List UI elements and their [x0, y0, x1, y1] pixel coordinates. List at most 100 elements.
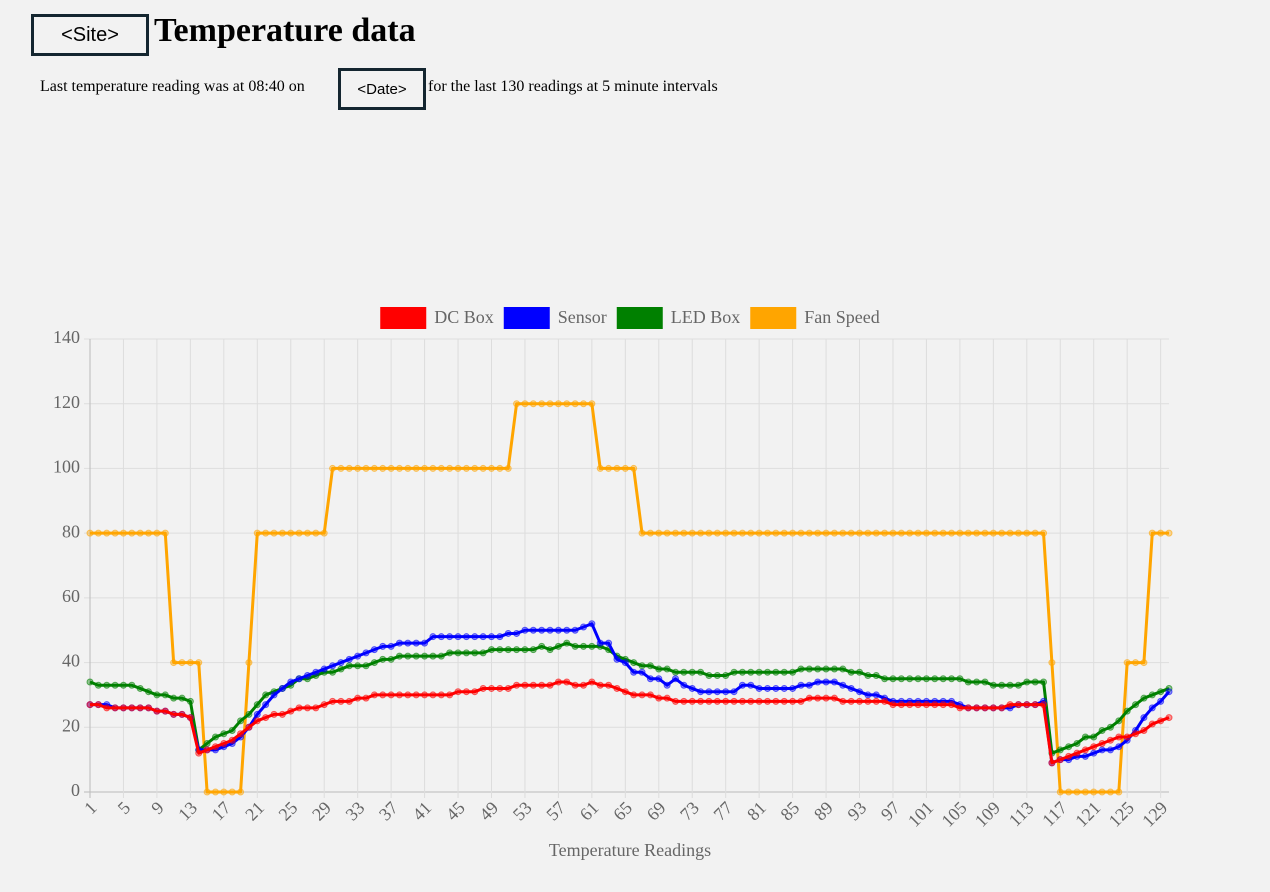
data-point — [889, 529, 897, 537]
data-point — [521, 400, 529, 408]
data-point — [688, 668, 696, 676]
data-point — [1090, 733, 1098, 741]
data-point — [897, 701, 905, 709]
data-point — [822, 678, 830, 686]
data-point — [496, 684, 504, 692]
data-point — [479, 464, 487, 472]
data-point — [513, 629, 521, 637]
data-point — [1006, 529, 1014, 537]
data-point — [981, 529, 989, 537]
data-point — [630, 464, 638, 472]
data-point — [805, 665, 813, 673]
data-point — [170, 659, 178, 667]
data-point — [747, 681, 755, 689]
data-point — [1081, 788, 1089, 796]
data-point — [1048, 759, 1056, 767]
data-point — [1081, 752, 1089, 760]
data-point — [128, 704, 136, 712]
data-point — [563, 400, 571, 408]
data-point — [973, 704, 981, 712]
data-point — [1098, 746, 1106, 754]
data-point — [329, 464, 337, 472]
data-point — [672, 529, 680, 537]
page-title: Temperature data — [154, 12, 416, 49]
data-point — [948, 675, 956, 683]
data-point — [128, 681, 136, 689]
data-point — [387, 464, 395, 472]
data-point — [638, 662, 646, 670]
data-point — [429, 691, 437, 699]
data-point — [814, 694, 822, 702]
data-point — [412, 464, 420, 472]
data-point — [663, 694, 671, 702]
data-point — [579, 623, 587, 631]
legend-label: DC Box — [434, 307, 494, 327]
data-point — [638, 691, 646, 699]
data-point — [998, 681, 1006, 689]
data-point — [529, 681, 537, 689]
data-point — [119, 529, 127, 537]
data-point — [471, 464, 479, 472]
data-point — [554, 642, 562, 650]
data-point — [504, 684, 512, 692]
x-tick-label: 1 — [80, 798, 101, 819]
data-point — [270, 529, 278, 537]
data-point — [772, 697, 780, 705]
data-point — [1031, 701, 1039, 709]
data-point — [646, 675, 654, 683]
data-point — [713, 672, 721, 680]
data-point — [521, 626, 529, 634]
data-point — [354, 694, 362, 702]
data-point — [822, 665, 830, 673]
data-point — [446, 691, 454, 699]
data-point — [1098, 727, 1106, 735]
data-point — [1065, 788, 1073, 796]
data-point — [504, 464, 512, 472]
data-point — [128, 529, 136, 537]
data-point — [1090, 743, 1098, 751]
data-point — [504, 629, 512, 637]
data-point — [529, 646, 537, 654]
data-point — [1165, 714, 1173, 722]
data-point — [1023, 529, 1031, 537]
data-point — [839, 665, 847, 673]
data-point — [278, 710, 286, 718]
data-point — [421, 464, 429, 472]
series-line — [90, 680, 1170, 765]
data-point — [1098, 739, 1106, 747]
y-tick-label: 100 — [53, 457, 80, 477]
data-point — [789, 529, 797, 537]
data-point — [605, 639, 613, 647]
data-point — [1023, 701, 1031, 709]
legend-label: LED Box — [671, 307, 741, 327]
data-point — [1123, 659, 1131, 667]
data-point — [939, 701, 947, 709]
data-point — [989, 681, 997, 689]
data-point — [747, 529, 755, 537]
data-point — [964, 678, 972, 686]
data-point — [939, 675, 947, 683]
data-point — [270, 691, 278, 699]
data-point — [630, 691, 638, 699]
data-point — [245, 659, 253, 667]
data-point — [1148, 720, 1156, 728]
data-point — [513, 681, 521, 689]
data-point — [797, 529, 805, 537]
data-point — [864, 529, 872, 537]
data-point — [881, 675, 889, 683]
y-tick-label: 0 — [71, 780, 80, 800]
data-point — [1115, 743, 1123, 751]
data-point — [780, 668, 788, 676]
data-point — [320, 665, 328, 673]
data-point — [621, 464, 629, 472]
data-point — [471, 688, 479, 696]
data-point — [487, 646, 495, 654]
data-point — [170, 710, 178, 718]
y-tick-label: 140 — [53, 327, 80, 347]
x-tick-label: 49 — [475, 798, 502, 825]
data-point — [1040, 701, 1048, 709]
data-point — [446, 464, 454, 472]
data-point — [922, 529, 930, 537]
data-point — [889, 675, 897, 683]
x-tick-label: 97 — [877, 798, 904, 825]
